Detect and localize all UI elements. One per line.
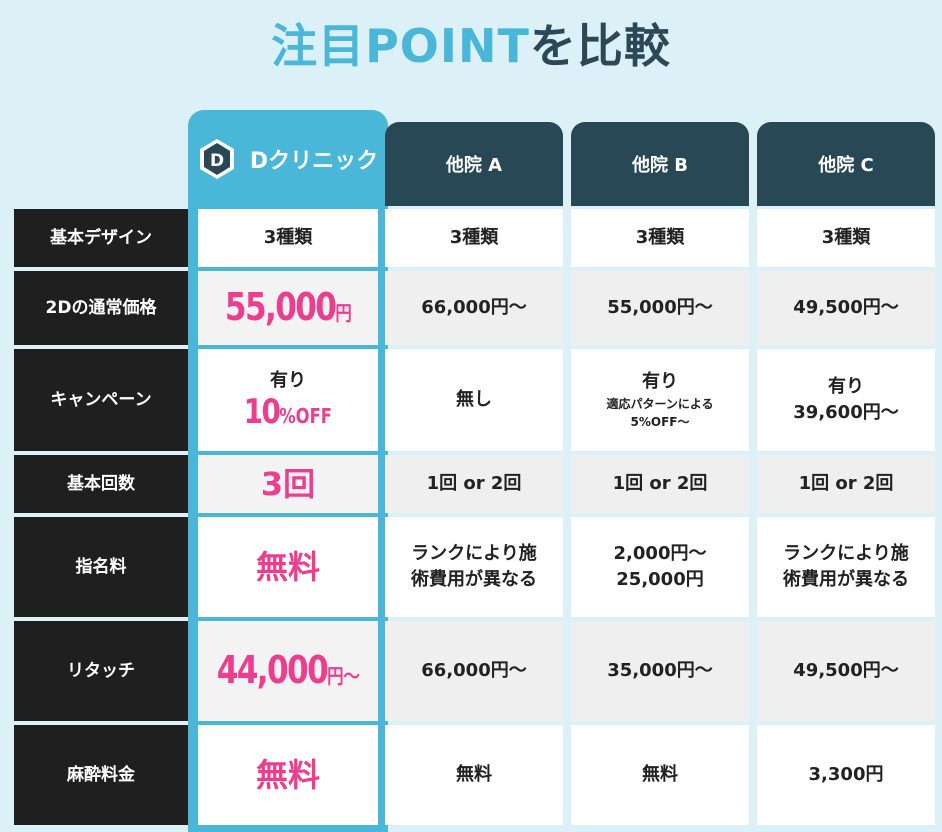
clinic-b-cell: 55,000円〜	[571, 271, 749, 345]
table-row: 基本回数 3回 1回 or 2回 1回 or 2回 1回 or 2回	[0, 455, 942, 513]
title-highlight: 注目POINT	[271, 19, 530, 73]
clinic-b-line2: 25,000円	[616, 569, 704, 590]
d-sessions-value: 3回	[260, 464, 316, 503]
table-row: 麻酔料金 無料 無料 無料 3,300円	[0, 725, 942, 825]
clinic-a-cell: 無し	[385, 349, 563, 451]
clinic-b-campaign-note: 適応パターンによる	[606, 397, 714, 412]
d-clinic-cell: 44,000円〜	[198, 621, 378, 721]
clinic-a-cell: ランクにより施 術費用が異なる	[385, 517, 563, 617]
clinic-c-line2: 術費用が異なる	[783, 569, 909, 590]
clinic-c-cell: 49,500円〜	[757, 271, 935, 345]
clinic-b-cell: 1回 or 2回	[571, 455, 749, 513]
clinic-c-line1: ランクにより施	[783, 542, 909, 564]
d-clinic-cell: 無料	[198, 517, 378, 617]
d-clinic-header: D Dクリニック	[188, 110, 388, 208]
d-campaign-status: 有り	[270, 370, 306, 392]
row-label: 麻酔料金	[14, 725, 188, 825]
title-rest: を比較	[529, 19, 671, 73]
d-retouch-value: 44,000円〜	[216, 648, 360, 693]
d-clinic-cell: 無料	[198, 725, 378, 825]
clinic-a-cell: 66,000円〜	[385, 271, 563, 345]
clinic-b-cell: 35,000円〜	[571, 621, 749, 721]
row-label: 指名料	[14, 517, 188, 617]
clinic-a-line1: ランクにより施	[411, 542, 537, 564]
d-clinic-cell: 有り 10%OFF	[198, 349, 378, 451]
clinic-b-cell: 有り 適応パターンによる 5%OFF〜	[571, 349, 749, 451]
row-label: 基本デザイン	[14, 209, 188, 267]
clinic-a-cell: 66,000円〜	[385, 621, 563, 721]
header-clinic-a: 他院 A	[385, 122, 563, 206]
row-label: キャンペーン	[14, 349, 188, 451]
d-campaign-discount: 10%OFF	[243, 392, 333, 433]
clinic-c-cell: 49,500円〜	[757, 621, 935, 721]
d-clinic-cell: 3種類	[198, 209, 378, 267]
clinic-b-cell: 無料	[571, 725, 749, 825]
row-label: 基本回数	[14, 455, 188, 513]
clinic-b-campaign-discount: 5%OFF〜	[630, 415, 690, 430]
clinic-a-line2: 術費用が異なる	[411, 569, 537, 590]
d-clinic-cell: 55,000円	[198, 271, 378, 345]
row-label: 2Dの通常価格	[14, 271, 188, 345]
clinic-b-campaign-status: 有り	[642, 370, 678, 392]
d-nomination-fee: 無料	[255, 547, 320, 586]
clinic-b-cell: 2,000円〜 25,000円	[571, 517, 749, 617]
d-clinic-logo-icon: D	[199, 139, 234, 179]
d-clinic-cell: 3回	[198, 455, 378, 513]
clinic-b-line1: 2,000円〜	[613, 542, 707, 564]
clinic-a-cell: 3種類	[385, 209, 563, 267]
clinic-a-cell: 無料	[385, 725, 563, 825]
table-row: 指名料 無料 ランクにより施 術費用が異なる 2,000円〜 25,000円 ラ…	[0, 517, 942, 617]
page-title: 注目POINTを比較	[0, 10, 942, 76]
table-row: リタッチ 44,000円〜 66,000円〜 35,000円〜 49,500円〜	[0, 621, 942, 721]
clinic-c-campaign-price: 39,600円〜	[793, 402, 899, 423]
clinic-a-cell: 1回 or 2回	[385, 455, 563, 513]
header-clinic-b: 他院 B	[571, 122, 749, 206]
table-row: 基本デザイン 3種類 3種類 3種類 3種類	[0, 209, 942, 267]
clinic-c-cell: 3,300円	[757, 725, 935, 825]
clinic-c-cell: 1回 or 2回	[757, 455, 935, 513]
clinic-b-cell: 3種類	[571, 209, 749, 267]
d-clinic-name: Dクリニック	[249, 149, 379, 174]
header-clinic-c: 他院 C	[757, 122, 935, 206]
table-row: 2Dの通常価格 55,000円 66,000円〜 55,000円〜 49,500…	[0, 271, 942, 345]
clinic-c-cell: ランクにより施 術費用が異なる	[757, 517, 935, 617]
svg-text:D: D	[210, 151, 224, 171]
clinic-c-cell: 有り 39,600円〜	[757, 349, 935, 451]
d-price-value: 55,000円	[224, 285, 352, 330]
d-anesthesia-fee: 無料	[255, 755, 320, 794]
table-row: キャンペーン 有り 10%OFF 無し 有り 適応パターンによる 5%OFF〜 …	[0, 349, 942, 451]
clinic-c-cell: 3種類	[757, 209, 935, 267]
clinic-c-campaign-status: 有り	[828, 375, 864, 397]
row-label: リタッチ	[14, 621, 188, 721]
